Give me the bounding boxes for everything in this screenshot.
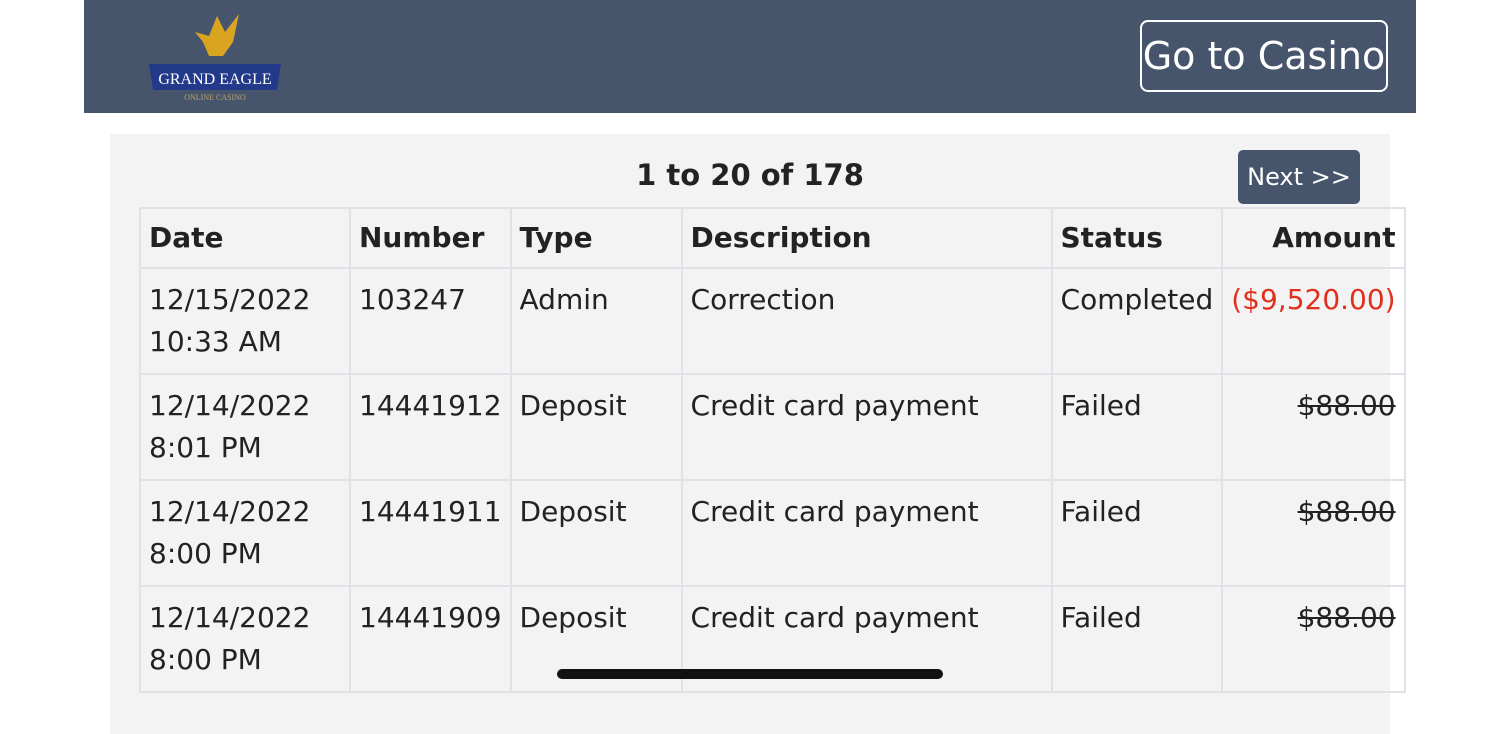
svg-text:ONLINE CASINO: ONLINE CASINO bbox=[184, 93, 246, 102]
go-to-casino-button[interactable]: Go to Casino bbox=[1140, 20, 1388, 92]
date: 12/14/2022 bbox=[149, 495, 311, 528]
table-row[interactable]: 12/14/2022 8:00 PM 14441909 Deposit Credi… bbox=[139, 585, 1406, 693]
description-cell: Correction bbox=[680, 267, 1053, 375]
table-header-row: Date Number Type Description Status Amou… bbox=[139, 207, 1406, 269]
date-cell: 12/14/2022 8:01 PM bbox=[139, 373, 351, 481]
column-header-amount[interactable]: Amount bbox=[1221, 207, 1406, 269]
date: 12/14/2022 bbox=[149, 389, 311, 422]
number-cell: 14441911 bbox=[349, 479, 512, 587]
svg-text:GRAND EAGLE: GRAND EAGLE bbox=[158, 71, 271, 88]
number-cell: 103247 bbox=[349, 267, 512, 375]
time: 8:00 PM bbox=[149, 643, 262, 676]
next-page-button[interactable]: Next >> bbox=[1238, 150, 1360, 204]
status-cell: Completed bbox=[1050, 267, 1224, 375]
date-cell: 12/15/2022 10:33 AM bbox=[139, 267, 351, 375]
site-header: GRAND EAGLE ONLINE CASINO Go to Casino bbox=[84, 0, 1416, 113]
grand-eagle-logo[interactable]: GRAND EAGLE ONLINE CASINO bbox=[147, 12, 283, 102]
date-cell: 12/14/2022 8:00 PM bbox=[139, 585, 351, 693]
date-cell: 12/14/2022 8:00 PM bbox=[139, 479, 351, 587]
column-header-date[interactable]: Date bbox=[139, 207, 351, 269]
type-cell: Admin bbox=[509, 267, 683, 375]
amount-cell: $88.00 bbox=[1221, 585, 1406, 693]
column-header-number[interactable]: Number bbox=[349, 207, 512, 269]
type-cell: Deposit bbox=[509, 373, 683, 481]
table-row[interactable]: 12/14/2022 8:00 PM 14441911 Deposit Credi… bbox=[139, 479, 1406, 587]
amount-cell: ($9,520.00) bbox=[1221, 267, 1406, 375]
type-cell: Deposit bbox=[509, 479, 683, 587]
status-cell: Failed bbox=[1050, 373, 1224, 481]
number-cell: 14441909 bbox=[349, 585, 512, 693]
date: 12/15/2022 bbox=[149, 283, 311, 316]
table-row[interactable]: 12/15/2022 10:33 AM 103247 Admin Correcti… bbox=[139, 267, 1406, 375]
column-header-type[interactable]: Type bbox=[509, 207, 683, 269]
time: 8:01 PM bbox=[149, 431, 262, 464]
column-header-description[interactable]: Description bbox=[680, 207, 1053, 269]
date: 12/14/2022 bbox=[149, 601, 311, 634]
time: 8:00 PM bbox=[149, 537, 262, 570]
transactions-table: Date Number Type Description Status Amou… bbox=[139, 207, 1406, 693]
status-cell: Failed bbox=[1050, 479, 1224, 587]
time: 10:33 AM bbox=[149, 325, 282, 358]
amount-cell: $88.00 bbox=[1221, 479, 1406, 587]
status-cell: Failed bbox=[1050, 585, 1224, 693]
number-cell: 14441912 bbox=[349, 373, 512, 481]
description-cell: Credit card payment bbox=[680, 373, 1053, 481]
home-indicator[interactable] bbox=[557, 669, 943, 679]
pagination-summary: 1 to 20 of 178 bbox=[636, 158, 864, 192]
table-row[interactable]: 12/14/2022 8:01 PM 14441912 Deposit Credi… bbox=[139, 373, 1406, 481]
column-header-status[interactable]: Status bbox=[1050, 207, 1224, 269]
description-cell: Credit card payment bbox=[680, 479, 1053, 587]
amount-cell: $88.00 bbox=[1221, 373, 1406, 481]
